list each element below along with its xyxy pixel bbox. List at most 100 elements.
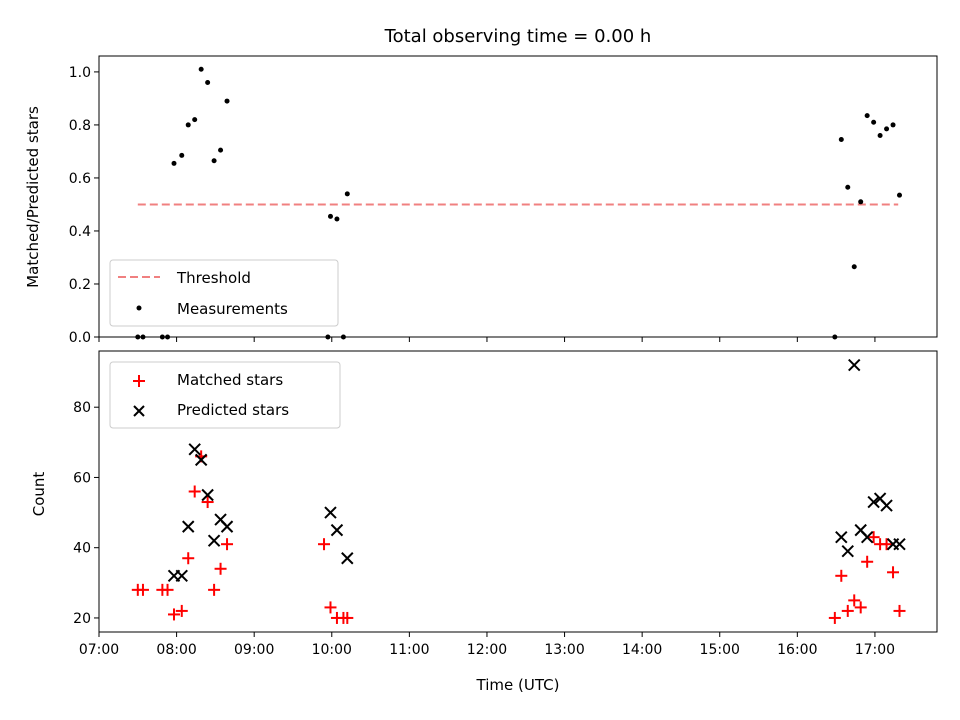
measurement-point (845, 184, 851, 190)
matched-stars-point (887, 566, 900, 579)
ratio-legend: Threshold Measurements (109, 259, 339, 327)
measurement-point (858, 199, 864, 205)
predicted-stars-point (841, 545, 854, 558)
predicted-stars-point (194, 453, 208, 467)
y-tick-label: 0.4 (69, 224, 91, 240)
count-legend-box (109, 361, 341, 429)
matched-stars-point (208, 583, 221, 596)
measurement-point (334, 216, 340, 222)
predicted-stars-point (880, 499, 893, 512)
matched-stars-point (318, 538, 331, 551)
y-tick-label: 0.8 (69, 118, 91, 134)
count-panel: 20 40 60 80 07:00 08:00 09:00 10:00 11:00 12:00 1… (30, 350, 938, 694)
matched-stars-point (182, 552, 195, 565)
measurement-point (851, 264, 857, 270)
matched-stars-point (136, 583, 149, 596)
predicted-stars-point (188, 443, 201, 456)
x-tick-label: 09:00 (234, 642, 274, 658)
predicted-stars-point (175, 569, 188, 583)
x-tick-label: 17:00 (855, 642, 895, 658)
y-tick-label: 0.2 (69, 277, 91, 293)
y-tick-label: 60 (73, 470, 91, 486)
count-y-ticks: 20 40 60 80 (73, 400, 99, 627)
matched-stars-point (841, 604, 854, 617)
ratio-panel: Total observing time = 0.00 h 0.0 0.2 0.4 0… (24, 26, 938, 346)
count-plot-area (131, 358, 906, 624)
ratio-plot-area (135, 66, 902, 340)
x-tick-label: 15:00 (700, 642, 740, 658)
ratio-x-ticks (98, 337, 876, 342)
predicted-stars-point (220, 520, 234, 533)
x-tick-label: 10:00 (312, 642, 352, 658)
measurement-point (179, 152, 185, 158)
predicted-stars-point (867, 495, 880, 509)
matched-stars-point (341, 611, 354, 624)
legend-matched-label: Matched stars (177, 371, 283, 389)
predicted-stars-point (341, 552, 354, 565)
matched-stars-point (854, 601, 867, 614)
x-tick-label: 13:00 (544, 642, 584, 658)
x-tick-label: 07:00 (79, 642, 119, 658)
legend-threshold-label: Threshold (176, 269, 251, 287)
measurement-point (877, 133, 883, 139)
measurement-point (218, 147, 224, 153)
predicted-stars-point (860, 530, 874, 544)
matched-stars-point (828, 611, 841, 624)
matched-stars-point (168, 608, 181, 621)
legend-measurements-swatch (136, 305, 142, 311)
x-tick-label: 08:00 (156, 642, 196, 658)
predicted-stars-point (893, 537, 906, 551)
matched-stars-point (893, 604, 906, 617)
predicted-stars-point (324, 506, 337, 519)
matched-stars-point (221, 538, 234, 551)
measurement-point (224, 98, 230, 104)
matched-stars-point (324, 601, 337, 614)
matched-stars-point (201, 496, 214, 509)
predicted-stars-point (848, 358, 861, 372)
count-legend: Matched stars Predicted stars (109, 361, 341, 429)
y-tick-label: 1.0 (69, 65, 91, 81)
legend-predicted-label: Predicted stars (177, 401, 289, 419)
predicted-stars-point (182, 520, 195, 533)
measurement-point (211, 158, 217, 164)
chart-title: Total observing time = 0.00 h (384, 26, 652, 47)
predicted-stars-point (330, 523, 344, 537)
count-y-axis-label: Count (30, 472, 48, 517)
matched-stars-point (848, 594, 861, 607)
measurement-point (192, 117, 198, 123)
measurement-point (864, 113, 870, 119)
x-tick-label: 14:00 (622, 642, 662, 658)
count-x-ticks: 07:00 08:00 09:00 10:00 11:00 12:00 13:00 14:00… (79, 632, 895, 658)
ratio-plot-frame (98, 55, 938, 338)
y-tick-label: 0.0 (69, 330, 91, 346)
ratio-y-ticks: 0.0 0.2 0.4 0.6 0.8 1.0 (69, 65, 99, 346)
matched-stars-point (161, 583, 174, 596)
x-tick-label: 11:00 (389, 642, 429, 658)
measurement-point (327, 213, 333, 219)
matched-stars-point (188, 485, 201, 498)
measurement-point (890, 122, 896, 128)
measurement-point (198, 66, 204, 72)
y-tick-label: 40 (73, 541, 91, 557)
measurement-point (171, 160, 177, 166)
count-x-axis-label: Time (UTC) (476, 676, 560, 694)
measurement-point (838, 137, 844, 143)
matched-stars-point (214, 562, 227, 575)
y-tick-label: 20 (73, 611, 91, 627)
predicted-stars-point (207, 534, 221, 547)
matched-stars-point (861, 555, 874, 568)
measurement-point (871, 119, 877, 125)
count-plot-frame (98, 350, 938, 633)
y-tick-label: 80 (73, 400, 91, 416)
x-tick-label: 12:00 (467, 642, 507, 658)
measurement-point (344, 191, 350, 197)
legend-measurements-label: Measurements (177, 300, 288, 318)
ratio-legend-box (109, 259, 339, 327)
measurement-point (185, 122, 191, 128)
measurement-point (205, 80, 211, 86)
legend-matched-swatch (133, 375, 145, 387)
predicted-stars-point (835, 530, 848, 544)
measurement-point (896, 192, 902, 198)
